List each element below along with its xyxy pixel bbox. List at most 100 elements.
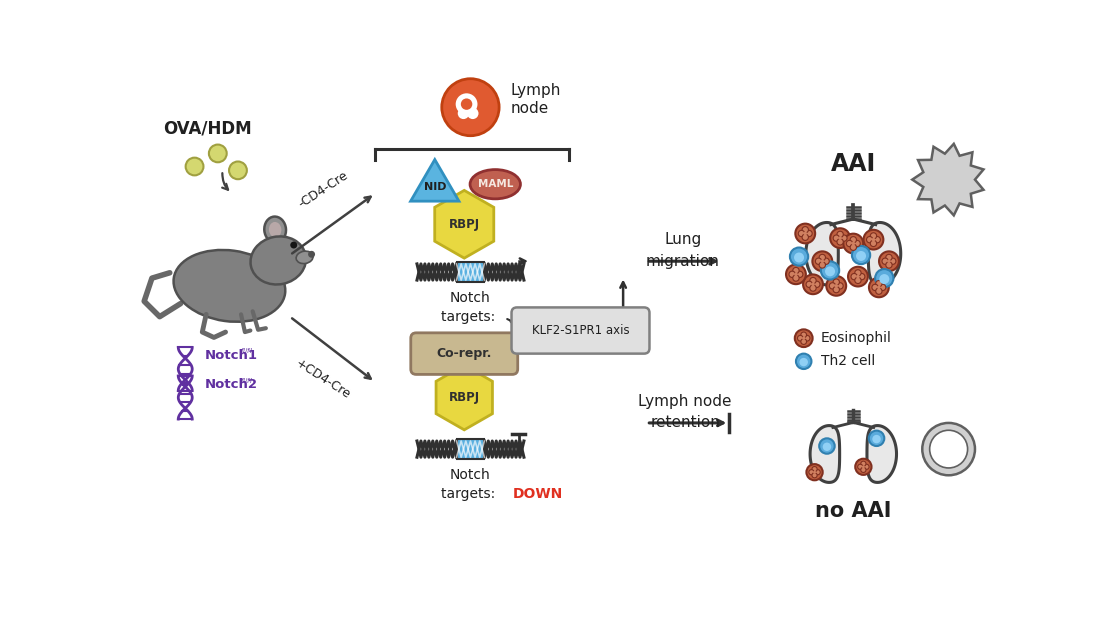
- Circle shape: [872, 285, 878, 291]
- Polygon shape: [806, 223, 838, 285]
- Circle shape: [886, 255, 892, 261]
- Circle shape: [806, 230, 813, 236]
- Circle shape: [864, 464, 869, 469]
- Text: Eosinophil: Eosinophil: [820, 331, 891, 345]
- Circle shape: [869, 431, 885, 446]
- Circle shape: [803, 227, 808, 233]
- Circle shape: [800, 332, 807, 338]
- Ellipse shape: [173, 250, 285, 322]
- Circle shape: [805, 335, 810, 341]
- Circle shape: [814, 281, 820, 288]
- Text: +CD4-Cre: +CD4-Cre: [293, 357, 353, 402]
- Text: Lymph
node: Lymph node: [511, 84, 562, 115]
- FancyBboxPatch shape: [411, 333, 517, 374]
- Text: RBPJ: RBPJ: [448, 391, 480, 404]
- Circle shape: [803, 234, 808, 240]
- Circle shape: [855, 277, 861, 283]
- Circle shape: [796, 354, 811, 369]
- Circle shape: [811, 473, 817, 478]
- Circle shape: [806, 281, 813, 288]
- Circle shape: [819, 255, 826, 261]
- Text: OVA/HDM: OVA/HDM: [163, 119, 251, 137]
- Circle shape: [811, 467, 817, 472]
- Circle shape: [826, 276, 846, 296]
- Circle shape: [837, 232, 844, 238]
- Circle shape: [886, 262, 892, 268]
- Circle shape: [467, 108, 478, 119]
- Text: Notch: Notch: [450, 291, 491, 305]
- Circle shape: [457, 108, 470, 119]
- Circle shape: [834, 286, 839, 293]
- Text: Co-repr.: Co-repr.: [436, 347, 492, 360]
- Circle shape: [930, 431, 968, 468]
- Text: Lymph node: Lymph node: [638, 394, 731, 409]
- Circle shape: [816, 258, 821, 265]
- Text: UP: UP: [513, 310, 534, 324]
- Circle shape: [799, 358, 808, 366]
- Circle shape: [875, 269, 894, 287]
- Circle shape: [794, 253, 804, 263]
- Text: no AAI: no AAI: [815, 500, 891, 520]
- Circle shape: [922, 423, 975, 475]
- Circle shape: [823, 258, 829, 265]
- Circle shape: [810, 278, 816, 284]
- Text: $^{fl/fl}$: $^{fl/fl}$: [240, 378, 252, 388]
- Circle shape: [855, 270, 861, 276]
- Circle shape: [809, 470, 814, 475]
- Circle shape: [821, 261, 839, 280]
- Circle shape: [804, 232, 807, 235]
- Circle shape: [803, 336, 805, 340]
- Text: Th2 cell: Th2 cell: [820, 354, 875, 368]
- Circle shape: [851, 241, 855, 245]
- Ellipse shape: [269, 222, 281, 237]
- Polygon shape: [867, 426, 897, 482]
- Circle shape: [442, 79, 500, 135]
- Circle shape: [309, 251, 315, 258]
- Circle shape: [850, 244, 857, 250]
- Circle shape: [851, 246, 870, 264]
- Circle shape: [871, 238, 876, 241]
- Circle shape: [813, 251, 832, 271]
- Circle shape: [872, 435, 881, 443]
- Circle shape: [851, 273, 857, 280]
- Circle shape: [830, 228, 850, 248]
- Text: KLF2-S1PR1 axis: KLF2-S1PR1 axis: [532, 324, 629, 337]
- Circle shape: [786, 265, 806, 284]
- Circle shape: [854, 240, 860, 246]
- Circle shape: [793, 275, 799, 281]
- Text: MAML: MAML: [477, 179, 513, 189]
- Circle shape: [856, 275, 860, 278]
- Circle shape: [838, 236, 841, 240]
- Circle shape: [461, 99, 473, 110]
- Circle shape: [889, 258, 896, 265]
- Circle shape: [860, 461, 866, 466]
- Circle shape: [874, 236, 880, 243]
- Circle shape: [456, 94, 477, 115]
- Circle shape: [870, 233, 877, 239]
- Circle shape: [858, 273, 865, 280]
- Text: AAI: AAI: [830, 152, 876, 176]
- Circle shape: [800, 339, 807, 344]
- Circle shape: [803, 275, 823, 294]
- Circle shape: [825, 266, 835, 276]
- Text: RBPJ: RBPJ: [448, 218, 480, 231]
- Polygon shape: [868, 223, 900, 285]
- Text: DOWN: DOWN: [513, 487, 563, 500]
- Text: Lung: Lung: [664, 232, 702, 247]
- Circle shape: [820, 260, 824, 263]
- Circle shape: [797, 335, 804, 341]
- Circle shape: [856, 251, 866, 261]
- Ellipse shape: [296, 251, 313, 263]
- Circle shape: [876, 281, 882, 287]
- Circle shape: [864, 230, 884, 250]
- Circle shape: [840, 235, 847, 241]
- Circle shape: [290, 241, 297, 248]
- Circle shape: [877, 286, 880, 289]
- Circle shape: [819, 438, 835, 454]
- Circle shape: [795, 329, 813, 347]
- Polygon shape: [912, 144, 983, 215]
- Circle shape: [814, 470, 816, 474]
- Circle shape: [887, 260, 890, 263]
- Text: Notch1: Notch1: [204, 349, 258, 362]
- Circle shape: [870, 240, 877, 246]
